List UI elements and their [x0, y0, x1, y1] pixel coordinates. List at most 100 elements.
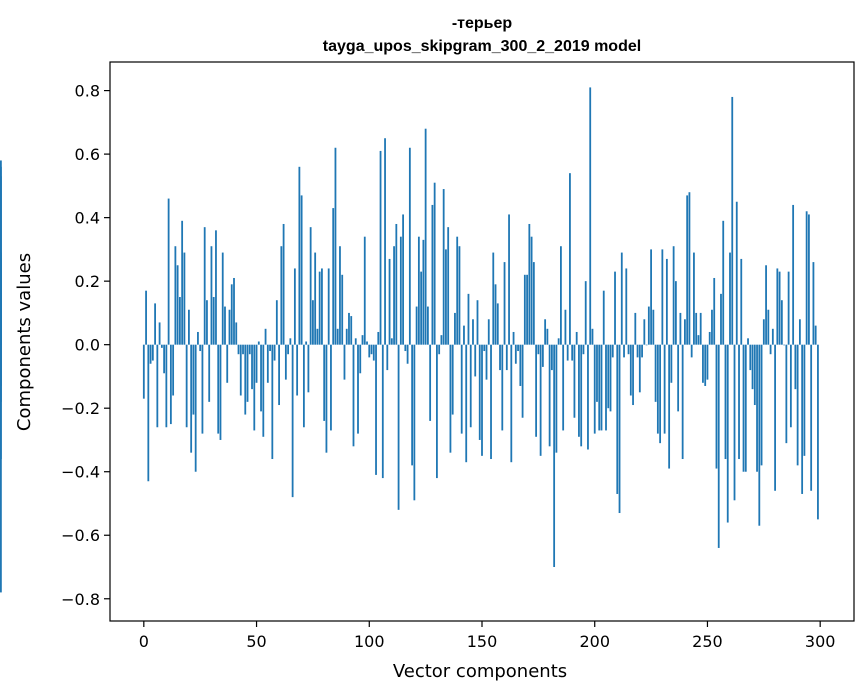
bar-160: [503, 262, 506, 345]
bar-299: [817, 344, 819, 520]
bar-83: [330, 344, 332, 431]
y-tick-label-7: 0.6: [75, 145, 100, 164]
y-tick-label-6: 0.4: [75, 209, 100, 228]
bar-198: [589, 87, 592, 345]
bar-164: [512, 331, 515, 345]
x-tick-label-150: 150: [467, 632, 498, 651]
bar-281: [776, 268, 779, 345]
bar-19: [185, 344, 188, 428]
x-tick-label-200: 200: [579, 632, 610, 651]
bar-44: [242, 344, 244, 355]
bar-141: [460, 344, 463, 434]
bar-100: [368, 344, 371, 358]
bar-234: [670, 344, 673, 383]
bar-182: [553, 344, 556, 568]
bar-180: [548, 344, 551, 447]
bar-179: [546, 328, 549, 345]
bar-38: [228, 309, 231, 345]
bar-45: [244, 344, 247, 415]
bar-65: [289, 338, 292, 345]
bar-93: [352, 344, 355, 447]
bar-84: [332, 208, 335, 345]
bar-231: [663, 344, 666, 434]
bar-186: [562, 344, 565, 431]
bar-290: [796, 344, 799, 466]
bar-209: [614, 271, 616, 345]
bar-11: [167, 198, 170, 345]
bar-229: [659, 344, 662, 444]
bar-90: [345, 328, 348, 345]
bar-263: [735, 201, 738, 345]
bar-205: [605, 344, 607, 431]
y-tick-label-8: 0.8: [75, 82, 100, 101]
bar-99: [366, 341, 368, 345]
bar-42: [237, 344, 240, 355]
bar-284: [783, 344, 786, 346]
bar-155: [492, 252, 495, 345]
bar-123: [420, 271, 423, 345]
bar-121: [415, 306, 418, 345]
bar-174: [535, 344, 538, 437]
bar-23: [194, 344, 197, 472]
bar-117: [406, 344, 409, 364]
bar-190: [571, 344, 574, 361]
bar-188: [566, 344, 569, 361]
bar-116: [404, 344, 407, 352]
bar-113: [397, 344, 400, 510]
bar-28: [206, 300, 208, 345]
bar-146: [472, 319, 474, 345]
bar-150: [481, 344, 483, 456]
bar-272: [756, 344, 758, 472]
bar-71: [302, 344, 305, 428]
bar-249: [704, 344, 707, 386]
bar-176: [539, 344, 542, 456]
bar-66: [291, 344, 294, 498]
bar-227: [654, 344, 657, 402]
bar-197: [587, 344, 589, 450]
bar-283: [780, 300, 783, 345]
bar-248: [702, 344, 704, 383]
bar-87: [339, 246, 341, 345]
bar-6: [156, 344, 159, 428]
bar-259: [726, 344, 729, 523]
bar-49: [253, 344, 256, 431]
bar-59: [275, 300, 278, 345]
bar-267: [744, 344, 747, 472]
bar-111: [393, 246, 395, 345]
bar-215: [627, 344, 630, 355]
bar-50: [255, 344, 258, 383]
bar-9: [163, 344, 166, 374]
bar-285: [785, 344, 788, 444]
y-axis-ticks: −0.8 −0.6 −0.4 −0.2 0.0 0.2 0.4 0.6 0.8: [61, 82, 110, 609]
bar-200: [593, 344, 596, 434]
bar-142: [463, 325, 465, 345]
bar-235: [672, 246, 675, 345]
bar-195: [582, 344, 585, 355]
bar-105: [379, 150, 382, 345]
bar-203: [600, 344, 603, 431]
bar-159: [501, 344, 504, 431]
bar-27: [203, 227, 206, 345]
bar-64: [287, 344, 290, 355]
bar-60: [278, 344, 280, 406]
bar-110: [390, 338, 393, 345]
bar-212: [620, 252, 623, 345]
y-tick-label-3: −0.2: [61, 399, 100, 418]
bar-40: [233, 277, 235, 345]
bar-216: [629, 344, 632, 396]
bar-282: [778, 271, 781, 345]
bar-278: [769, 344, 772, 355]
bar-204: [602, 290, 605, 345]
bar-series: [0, 87, 819, 593]
bar-149: [478, 344, 481, 440]
bar-12: [169, 344, 172, 425]
bar-287: [789, 344, 792, 428]
bar-264: [738, 344, 740, 460]
bar-88: [341, 274, 344, 345]
bar-192: [575, 331, 578, 345]
bar-273: [758, 344, 761, 526]
bar-199: [591, 328, 594, 345]
bar-220: [638, 344, 641, 393]
bar-242: [688, 192, 691, 345]
bar-129: [433, 182, 436, 345]
